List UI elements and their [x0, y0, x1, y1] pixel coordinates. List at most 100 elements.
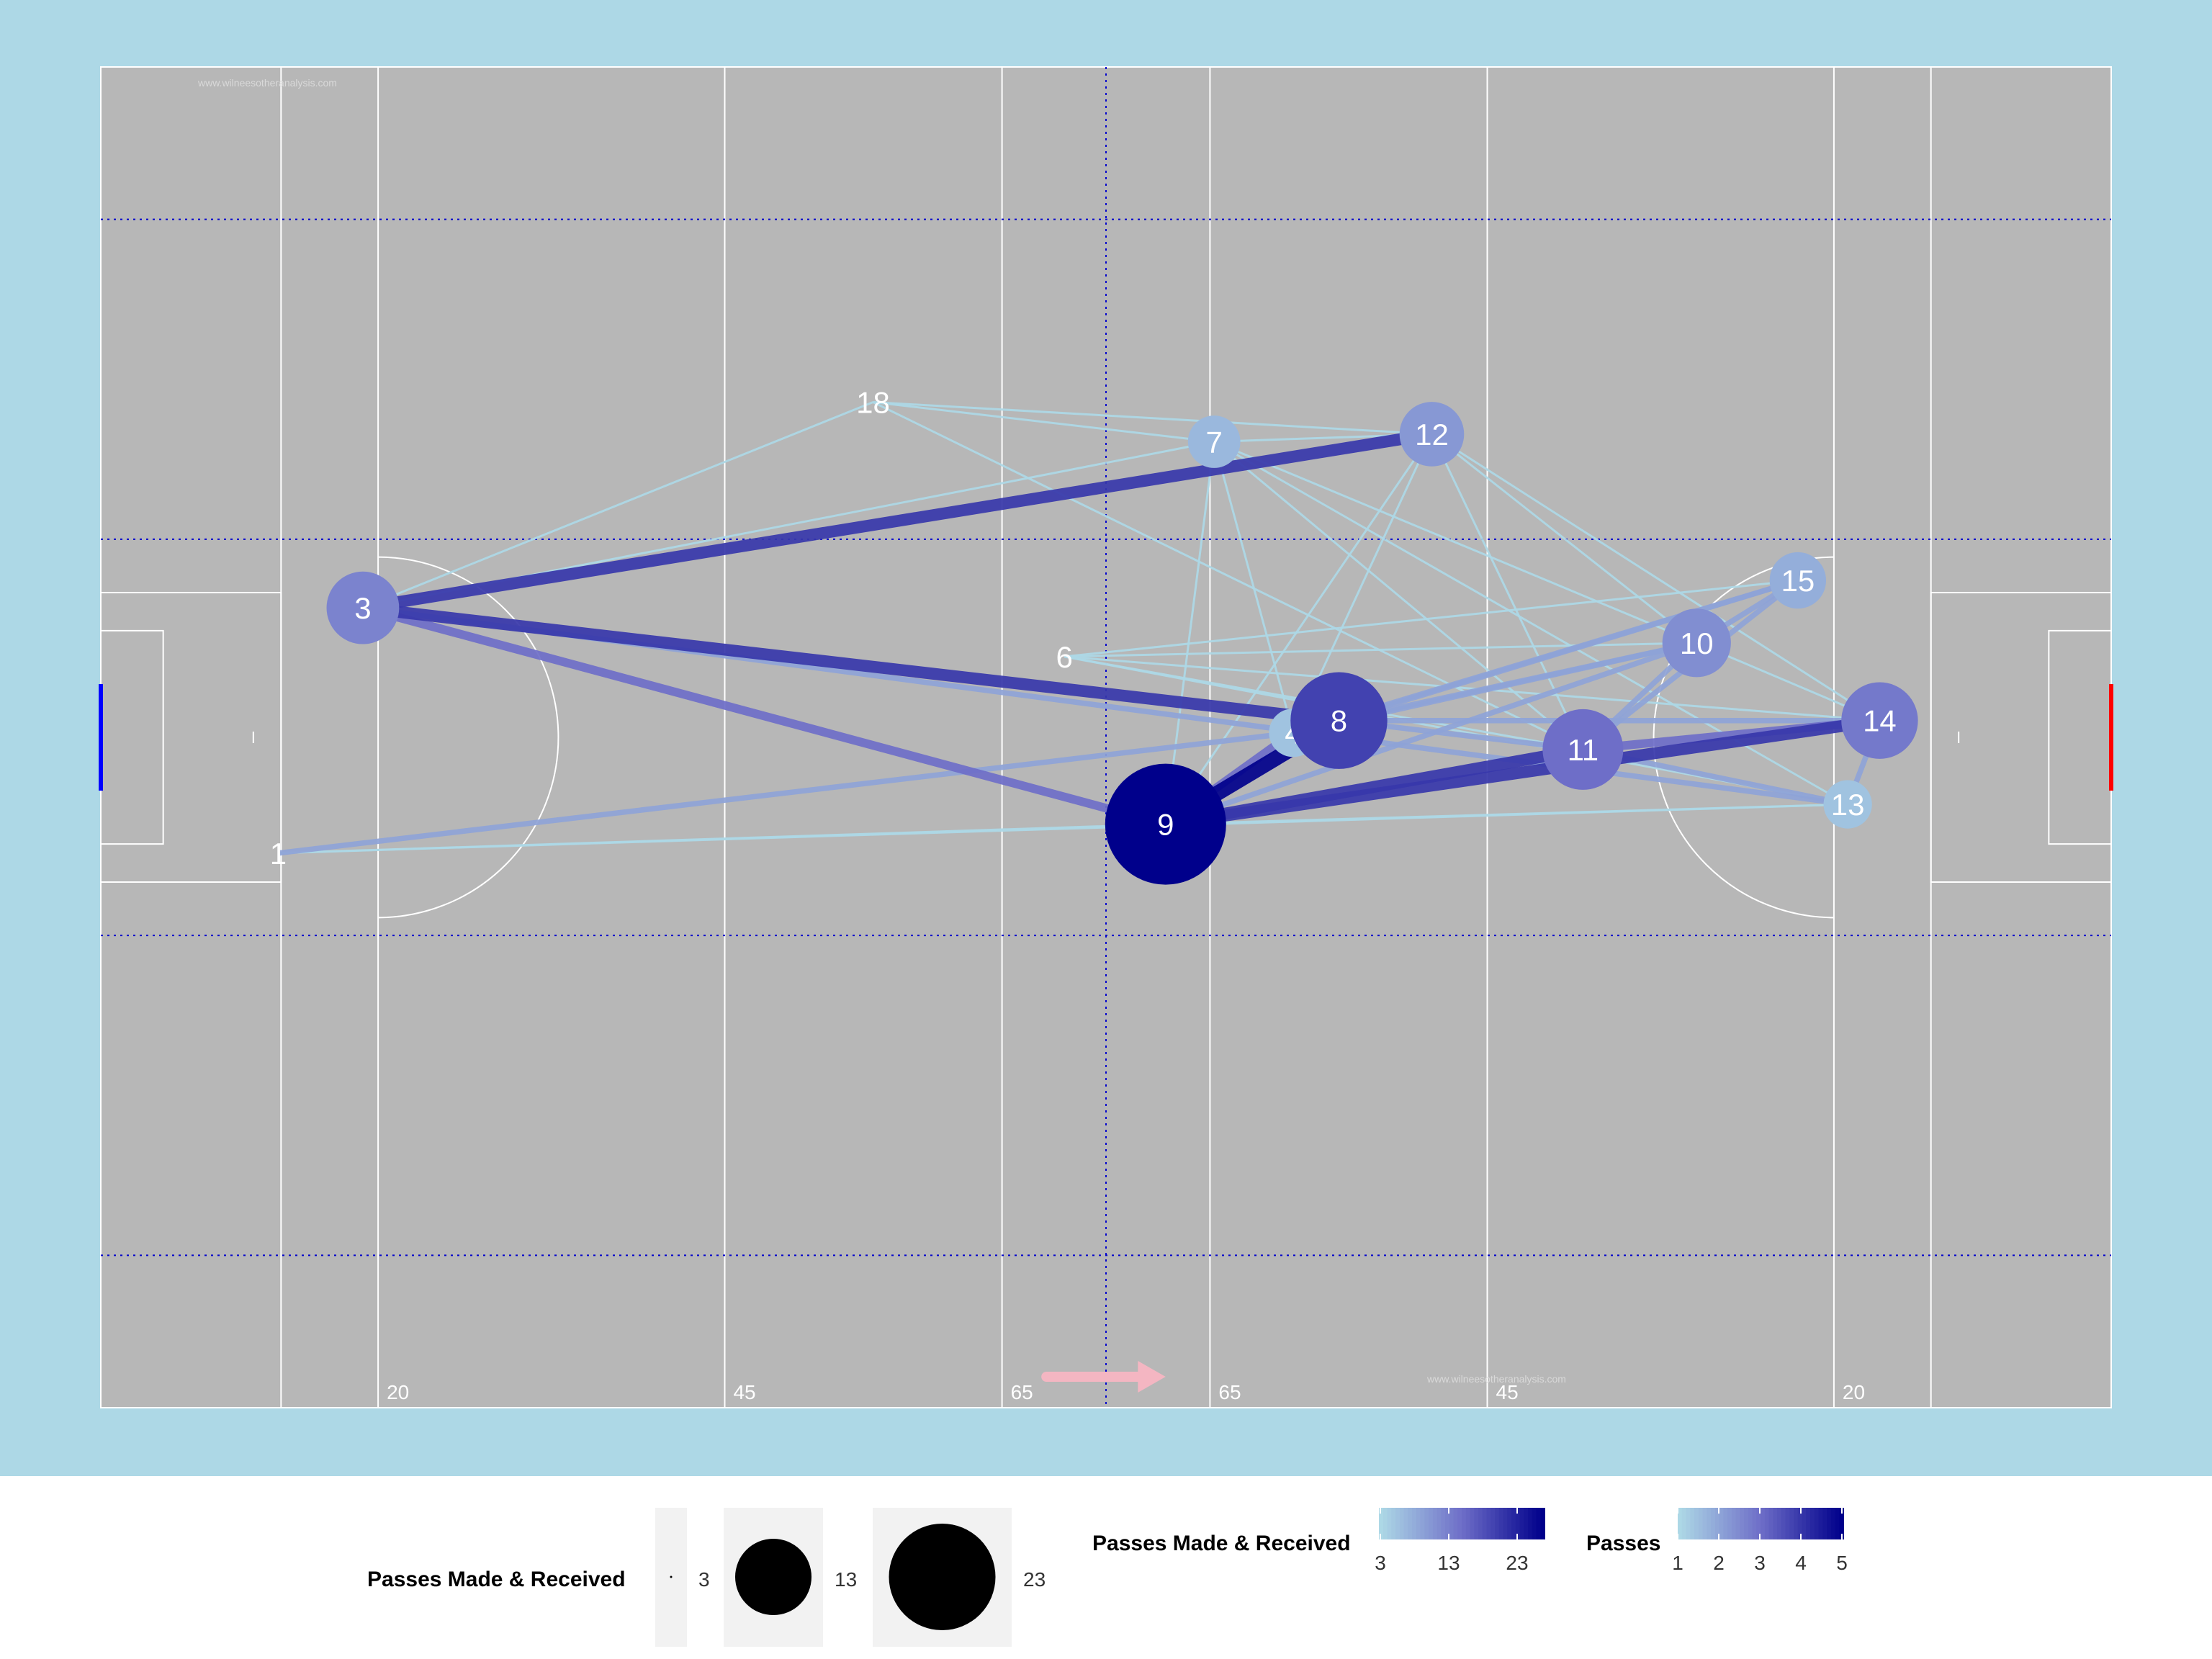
edge-bar-step [1698, 1508, 1704, 1539]
edge-bar-step [1681, 1508, 1687, 1539]
color-bar-step [1515, 1508, 1521, 1539]
color-bar-step [1399, 1508, 1405, 1539]
pass-edge-1-13 [278, 803, 1848, 855]
edge-bar-step [1711, 1508, 1716, 1539]
edge-bar-label: 3 [1754, 1552, 1766, 1574]
edge-bar-step [1719, 1508, 1725, 1539]
player-label-14: 14 [1863, 704, 1897, 738]
edge-bar-step [1789, 1508, 1794, 1539]
edge-bar-step [1756, 1508, 1761, 1539]
legend-background [0, 1476, 2212, 1659]
color-bar-step [1482, 1508, 1488, 1539]
pass-edge-7-4 [1213, 441, 1295, 734]
edge-bar-step [1777, 1508, 1782, 1539]
size-key-label: 3 [698, 1568, 710, 1591]
distance-marker: 20 [387, 1381, 409, 1403]
color-bar-step [1424, 1508, 1429, 1539]
edge-bar-step [1785, 1508, 1791, 1539]
color-bar-step [1391, 1508, 1396, 1539]
player-nodes: 161841371512103141189 [270, 386, 1918, 885]
pass-edge-15-6 [1064, 579, 1798, 658]
edge-bar-label: 2 [1713, 1552, 1725, 1574]
size-key-circle [735, 1539, 811, 1615]
color-bar-step [1420, 1508, 1426, 1539]
player-node-12 [1399, 402, 1465, 467]
edge-bar-step [1835, 1508, 1840, 1539]
player-label-10: 10 [1680, 626, 1714, 660]
distance-marker: 45 [733, 1381, 755, 1403]
edge-bar-step [1723, 1508, 1728, 1539]
edge-bar-step [1678, 1508, 1683, 1539]
pitch: 20 45 65 65 45 20 www.wilneesotheranalysis.com… [99, 66, 2113, 1408]
color-bar-step [1441, 1508, 1446, 1539]
size-key-circle [670, 1575, 673, 1578]
color-bar-step [1507, 1508, 1512, 1539]
edge-bar-step [1768, 1508, 1774, 1539]
color-bar-step [1528, 1508, 1533, 1539]
player-node-10 [1662, 608, 1731, 678]
player-label-15: 15 [1781, 564, 1815, 598]
pass-edges [278, 401, 1882, 856]
edge-bar-step [1740, 1508, 1745, 1539]
color-bar-step [1408, 1508, 1413, 1539]
color-bar-step [1524, 1508, 1529, 1539]
player-node-14 [1841, 682, 1918, 759]
player-node-11 [1542, 709, 1624, 790]
direction-arrow-head [1138, 1361, 1166, 1393]
player-node-9 [1105, 763, 1226, 885]
player-label-18: 18 [856, 386, 890, 420]
edge-bar-step [1810, 1508, 1815, 1539]
size-legend-title: Passes Made & Received [367, 1568, 626, 1591]
color-bar-step [1416, 1508, 1421, 1539]
edge-bar-step [1702, 1508, 1708, 1539]
player-label-3: 3 [354, 591, 371, 625]
pass-edge-14-6 [1064, 655, 1880, 722]
edge-bar-step [1781, 1508, 1786, 1539]
player-label-11: 11 [1568, 733, 1599, 767]
player-label-1: 1 [270, 837, 287, 871]
left-arc [378, 556, 559, 919]
color-legend-title: Passes Made & Received [1092, 1532, 1351, 1555]
player-label-6: 6 [1056, 640, 1073, 674]
color-bar-step [1474, 1508, 1479, 1539]
color-bar-step [1532, 1508, 1537, 1539]
player-node-7 [1187, 415, 1241, 468]
color-bar-step [1432, 1508, 1438, 1539]
color-bar-step [1445, 1508, 1450, 1539]
edge-bar-step [1822, 1508, 1827, 1539]
color-bar-step [1412, 1508, 1417, 1539]
color-bar-step [1540, 1508, 1545, 1539]
edge-bar-step [1714, 1508, 1720, 1539]
edge-bar-step [1707, 1508, 1712, 1539]
edge-bar-step [1686, 1508, 1691, 1539]
pass-edge-14-12 [1431, 433, 1881, 721]
edge-legend-title: Passes [1586, 1532, 1660, 1555]
color-bar-step [1437, 1508, 1442, 1539]
color-bar-step [1382, 1508, 1388, 1539]
edge-bar-label: 4 [1795, 1552, 1807, 1574]
color-bar-step [1491, 1508, 1496, 1539]
color-bar-step [1465, 1508, 1471, 1539]
pass-edge-9-12 [1164, 433, 1433, 825]
player-label-7: 7 [1206, 426, 1223, 459]
edge-bar-step [1806, 1508, 1811, 1539]
color-bar-step [1486, 1508, 1492, 1539]
edge-bar-step [1802, 1508, 1807, 1539]
color-bar-step [1403, 1508, 1409, 1539]
color-bar-step [1453, 1508, 1459, 1539]
watermark: www.wilneesotheranalysis.com [197, 77, 337, 89]
edge-bar-step [1735, 1508, 1741, 1539]
distance-marker: 20 [1843, 1381, 1865, 1403]
color-bar-step [1449, 1508, 1455, 1539]
player-label-9: 9 [1157, 808, 1174, 842]
player-node-15 [1769, 552, 1827, 609]
edge-bar-step [1773, 1508, 1778, 1539]
pass-edge-1-4 [278, 729, 1294, 856]
color-bar-step [1536, 1508, 1542, 1539]
pass-edge-10-7 [1213, 441, 1697, 644]
pass-edge-3-8 [361, 601, 1340, 727]
color-bar-step [1478, 1508, 1483, 1539]
edge-bar-step [1839, 1508, 1844, 1539]
edge-bar-step [1727, 1508, 1732, 1539]
color-bar-step [1519, 1508, 1525, 1539]
